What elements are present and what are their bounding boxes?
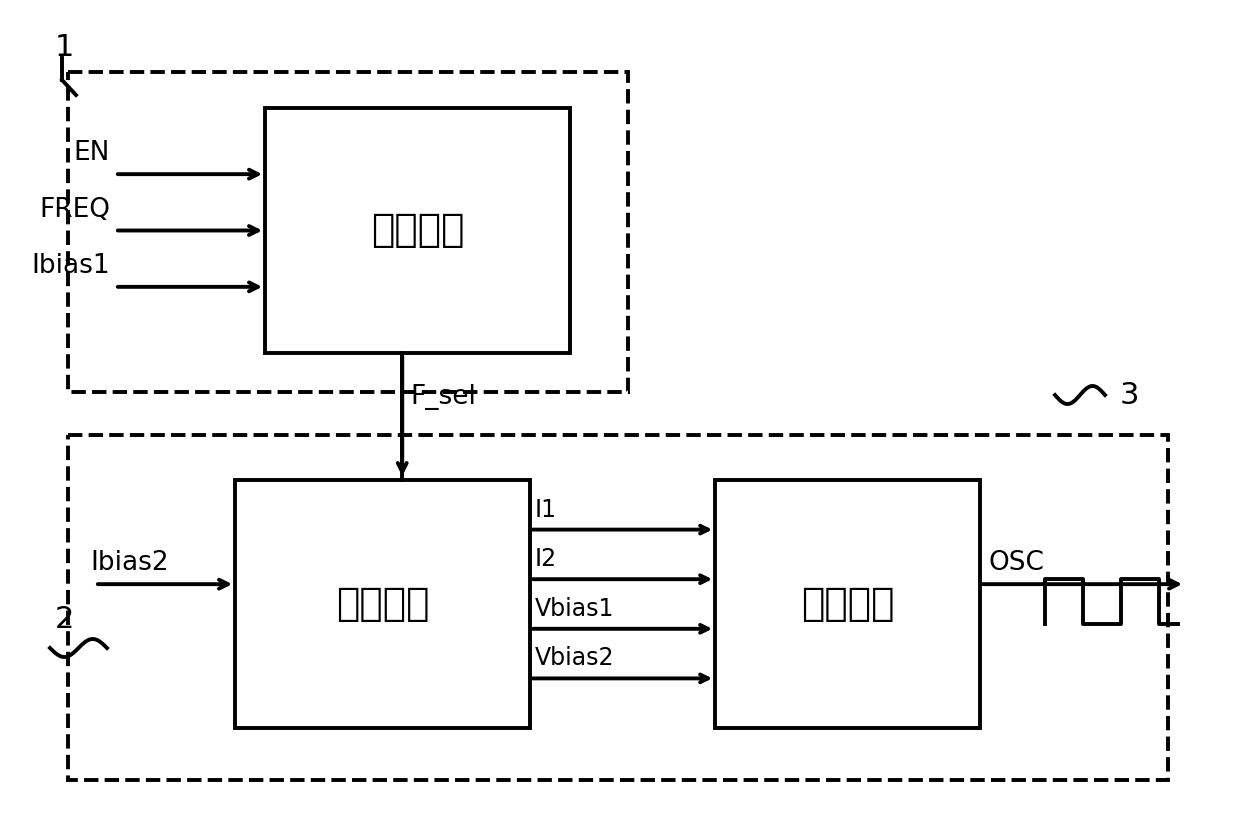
Text: 2: 2 bbox=[55, 605, 74, 635]
Text: FREQ: FREQ bbox=[38, 196, 110, 222]
Text: Ibias1: Ibias1 bbox=[31, 253, 110, 279]
Text: 频率选择: 频率选择 bbox=[371, 211, 464, 250]
Text: 1: 1 bbox=[55, 33, 74, 63]
Polygon shape bbox=[265, 108, 570, 353]
Text: I1: I1 bbox=[534, 498, 557, 522]
Text: I2: I2 bbox=[534, 547, 557, 571]
Text: 振荡电路: 振荡电路 bbox=[801, 585, 894, 623]
Text: 3: 3 bbox=[1120, 381, 1140, 409]
Polygon shape bbox=[236, 480, 529, 728]
Text: EN: EN bbox=[73, 140, 110, 166]
Polygon shape bbox=[715, 480, 980, 728]
Text: Ibias2: Ibias2 bbox=[91, 550, 169, 576]
Text: OSC: OSC bbox=[988, 550, 1044, 576]
Text: 偏置电流: 偏置电流 bbox=[336, 585, 429, 623]
Text: F_sel: F_sel bbox=[410, 384, 476, 411]
Text: Vbias2: Vbias2 bbox=[534, 646, 615, 671]
Text: Vbias1: Vbias1 bbox=[534, 597, 614, 620]
